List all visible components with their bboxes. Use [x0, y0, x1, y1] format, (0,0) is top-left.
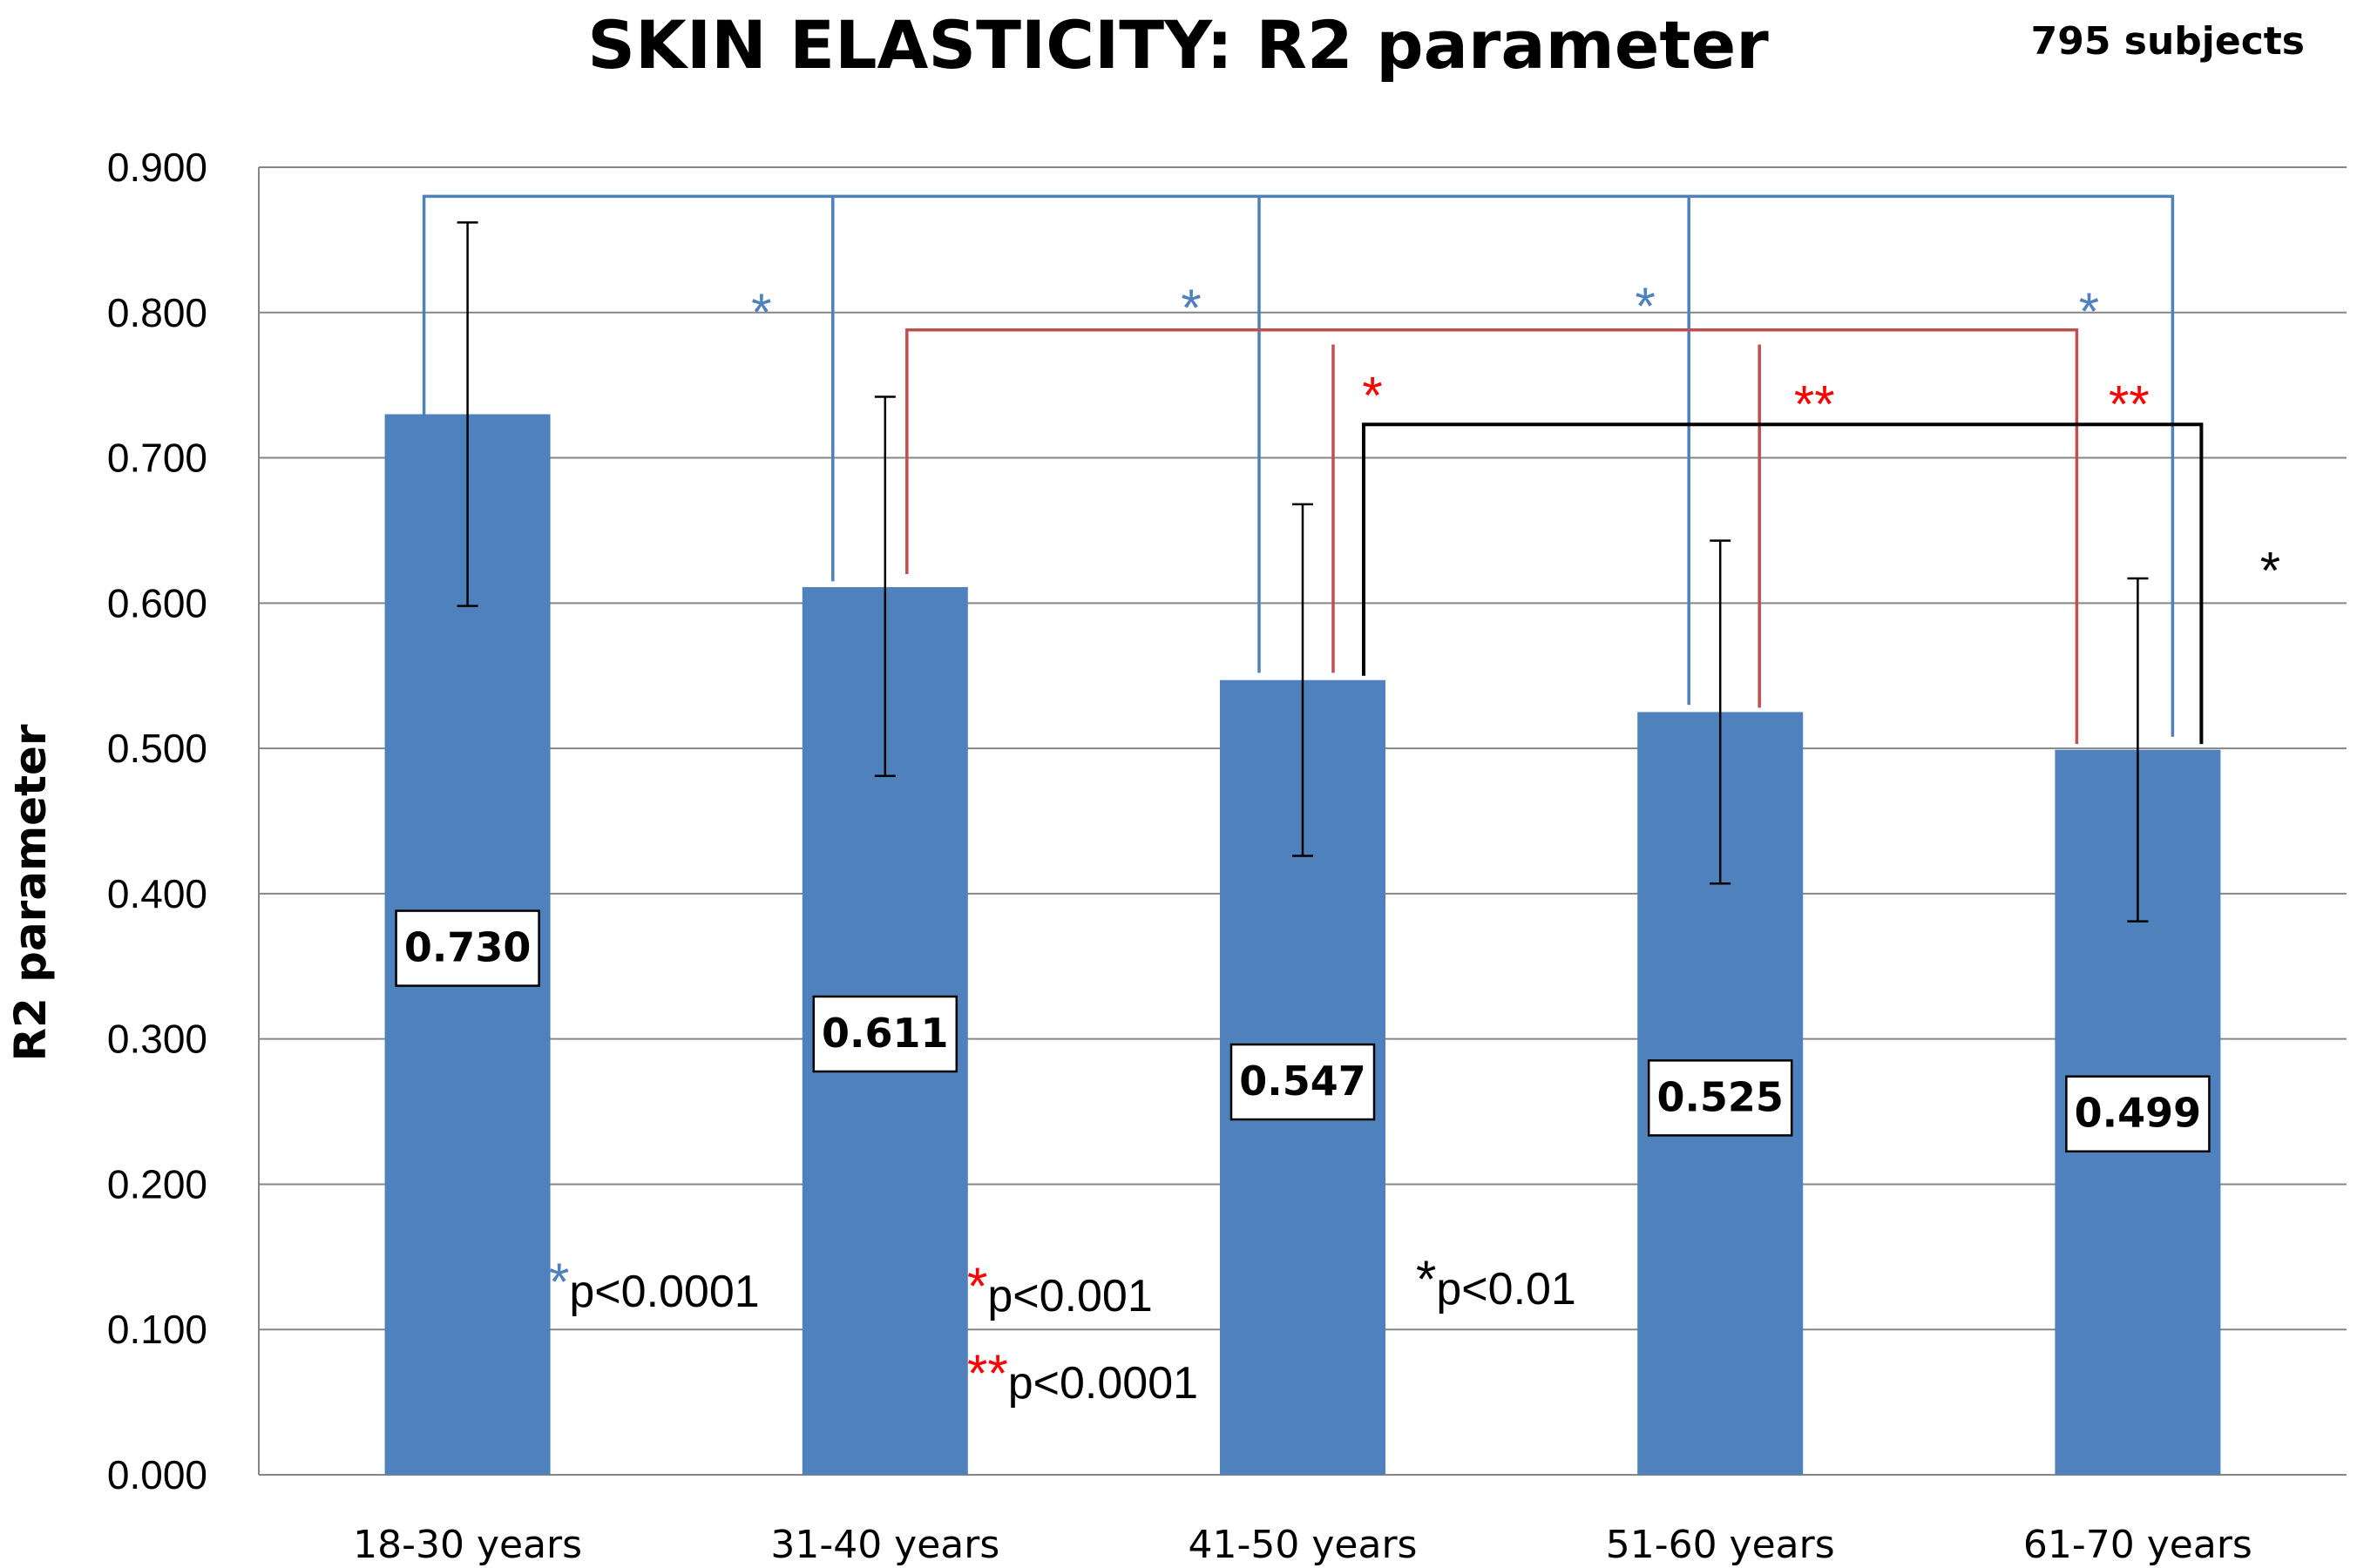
y-tick-label: 0.900	[107, 145, 207, 190]
y-tick-label: 0.200	[107, 1161, 207, 1206]
y-tick-label: 0.400	[107, 871, 207, 916]
y-tick-label: 0.500	[107, 726, 207, 771]
legend-text: p<0.001	[987, 1271, 1152, 1321]
data-label-box	[812, 995, 958, 1073]
bracket-blue	[422, 194, 2175, 737]
legend-text: p<0.0001	[1008, 1358, 1198, 1409]
y-tick-label: 0.300	[107, 1017, 207, 1062]
chart-subtitle: 795 subjects	[2031, 19, 2305, 64]
data-labels: 0.730 0.611 0.547 0.525 0.499	[395, 909, 2211, 1152]
error-bars	[457, 221, 2149, 923]
legend-star: *	[967, 1257, 987, 1315]
significance-brackets: * * * ** ** ***	[422, 194, 2280, 745]
legend-entry: *p<0.0001	[549, 1253, 760, 1317]
y-axis-ticks: 0.000 0.100 0.200 0.300 0.400 0.500 0.600 0.700…	[107, 145, 207, 1497]
significance-legend: *p<0.0001 *p<0.001**p<0.0001*p<0.01	[549, 1250, 1576, 1409]
sig-star-blue: *	[2079, 282, 2099, 341]
data-label: 0.611	[822, 1010, 949, 1057]
chart-title: SKIN ELASTICITY: R2 parameter	[587, 6, 1769, 84]
data-label: 0.730	[404, 924, 532, 971]
legend-entry: **p<0.0001	[967, 1344, 1198, 1409]
data-label-box	[2065, 1075, 2211, 1152]
x-tick-label: 41-50 years	[1189, 1523, 1418, 1567]
sig-star-red: *	[1362, 367, 1382, 425]
y-tick-label: 0.100	[107, 1307, 207, 1352]
legend-entry: *p<0.01	[1416, 1250, 1576, 1315]
sig-star-black: *	[2260, 542, 2280, 600]
y-axis-label: R2 parameter	[5, 724, 56, 1061]
legend-entry: *p<0.001	[967, 1257, 1153, 1321]
legend-star: *	[1416, 1250, 1436, 1308]
sig-star-blue: *	[1636, 277, 1656, 335]
sig-star-blue: *	[751, 283, 771, 341]
data-label: 0.499	[2075, 1090, 2202, 1137]
bracket-black	[1362, 422, 2204, 745]
legend-star: **	[967, 1344, 1008, 1402]
legend-star: *	[549, 1253, 569, 1311]
x-axis-ticks: 18-30 years 31-40 years 41-50 years 51-60 y…	[353, 1523, 2252, 1567]
bracket-red	[905, 328, 2079, 745]
legend-text: p<0.01	[1436, 1264, 1576, 1315]
data-label: 0.547	[1239, 1058, 1366, 1105]
y-tick-label: 0.000	[107, 1452, 207, 1497]
x-tick-label: 61-70 years	[2023, 1523, 2252, 1567]
y-tick-label: 0.700	[107, 436, 207, 481]
x-tick-label: 18-30 years	[353, 1523, 582, 1567]
y-tick-label: 0.800	[107, 290, 207, 335]
data-label-box	[1229, 1043, 1376, 1121]
data-label: 0.525	[1656, 1073, 1784, 1120]
y-tick-label: 0.600	[107, 580, 207, 625]
data-label-box	[395, 909, 540, 987]
x-tick-label: 31-40 years	[770, 1523, 999, 1567]
data-label-box	[1647, 1059, 1793, 1137]
x-tick-label: 51-60 years	[1606, 1523, 1835, 1567]
sig-star-blue: *	[1181, 279, 1201, 337]
legend-text: p<0.0001	[569, 1267, 759, 1317]
